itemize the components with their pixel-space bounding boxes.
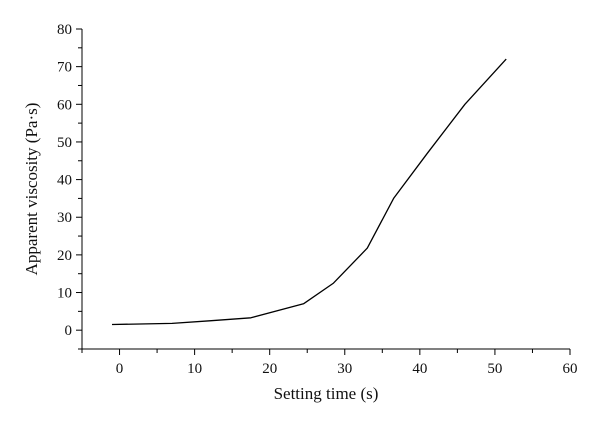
- y-tick-label: 70: [57, 60, 72, 76]
- x-axis-title: Setting time (s): [274, 384, 379, 403]
- series-group: [111, 58, 507, 326]
- x-tick-label: 10: [187, 361, 202, 377]
- y-tick-label: 20: [57, 248, 72, 264]
- y-tick-label: 30: [57, 210, 72, 226]
- x-tick-label: 40: [412, 361, 427, 377]
- y-axis-title: Apparent viscosity (Pa·s): [22, 103, 41, 276]
- x-ticks: 0 10 20 30 40 50 60: [81, 349, 578, 377]
- x-tick-label: 60: [563, 361, 578, 377]
- y-ticks: 0 10 20 30 40 50 60 70 80: [57, 22, 82, 350]
- y-tick-label: 0: [65, 323, 73, 339]
- y-tick-label: 80: [57, 22, 72, 38]
- x-tick-label: 30: [337, 361, 352, 377]
- y-tick-label: 60: [57, 97, 72, 113]
- y-tick-label: 50: [57, 135, 72, 151]
- x-tick-label: 50: [487, 361, 502, 377]
- x-tick-label: 20: [262, 361, 277, 377]
- axes: [81, 29, 570, 350]
- x-tick-label: 0: [116, 361, 124, 377]
- y-tick-label: 40: [57, 173, 72, 189]
- series-line-0: [111, 58, 507, 326]
- y-tick-label: 10: [57, 286, 72, 302]
